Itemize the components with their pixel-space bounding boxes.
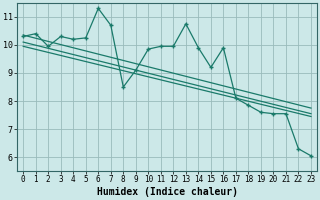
X-axis label: Humidex (Indice chaleur): Humidex (Indice chaleur) xyxy=(97,187,237,197)
